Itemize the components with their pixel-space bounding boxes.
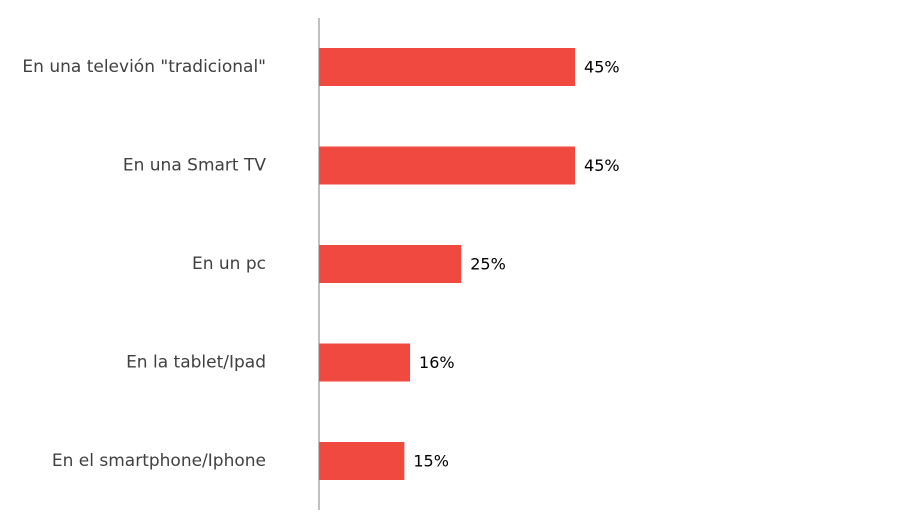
value-label-4: 16% xyxy=(419,353,455,372)
value-label-5: 15% xyxy=(413,452,449,471)
category-label-2: En una Smart TV xyxy=(123,156,267,176)
bar-2 xyxy=(319,146,576,185)
category-label-3: En un pc xyxy=(192,254,266,274)
value-label-3: 25% xyxy=(470,255,506,274)
category-label-1: En una televión "tradicional" xyxy=(22,57,266,77)
bar-4 xyxy=(319,343,411,382)
bar-1 xyxy=(319,48,576,86)
value-labels-layer: 45% 45% 25% 16% 15% xyxy=(413,58,619,471)
bar-3 xyxy=(319,245,462,283)
category-label-4: En la tablet/Ipad xyxy=(126,353,266,373)
bars-layer xyxy=(319,48,576,480)
value-label-2: 45% xyxy=(584,156,620,175)
category-labels-layer: En una televión "tradicional" En una Smar… xyxy=(22,57,266,471)
category-label-5: En el smartphone/Iphone xyxy=(52,451,266,471)
bar-5 xyxy=(319,442,405,480)
value-label-1: 45% xyxy=(584,58,620,77)
